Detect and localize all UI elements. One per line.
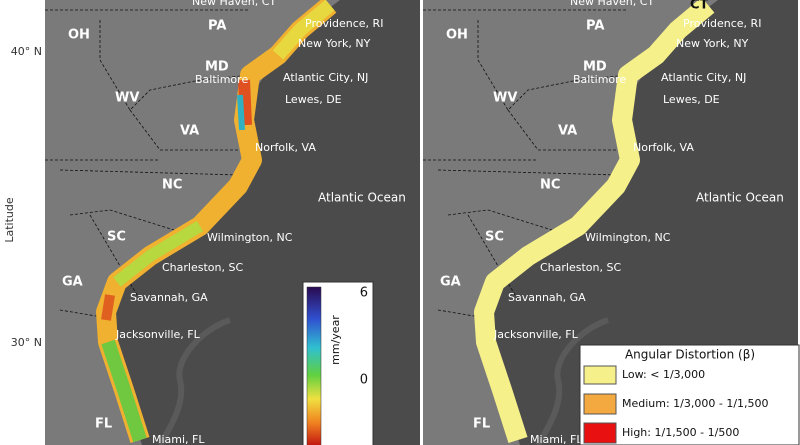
city-label: Savannah, GA [508, 291, 586, 304]
city-label: Norfolk, VA [255, 141, 316, 154]
ocean-label: Atlantic Ocean [696, 191, 784, 205]
state-label: MD [583, 60, 607, 75]
state-label: GA [440, 275, 461, 290]
state-label: VA [558, 124, 577, 139]
state-label: WV [493, 91, 517, 106]
city-label: Lewes, DE [285, 93, 342, 106]
city-label: Providence, RI [305, 17, 383, 30]
left-map: OH PA MD WV VA NC SC GA FL New Haven, CT… [0, 0, 420, 445]
legend-title: Angular Distortion (β) [625, 348, 755, 362]
legend-item: Low: < 1/3,000 [622, 368, 705, 381]
city-label: New Haven, CT [570, 0, 654, 8]
state-label: SC [485, 230, 504, 245]
state-label: MD [205, 60, 229, 75]
legend-item: Medium: 1/3,000 - 1/1,500 [622, 397, 769, 410]
axis-label: Latitude [3, 197, 16, 243]
legend: Angular Distortion (β) Low: < 1/3,000 Me… [579, 344, 800, 445]
state-label: GA [62, 275, 83, 290]
city-label: New York, NY [676, 37, 749, 50]
city-label: New York, NY [298, 37, 371, 50]
colorbar: mm/year 6 0 [302, 281, 374, 445]
state-label: WV [115, 91, 139, 106]
colorbar-label: mm/year [329, 315, 342, 365]
state-label: PA [586, 19, 604, 34]
city-label: Providence, RI [683, 17, 761, 30]
city-label: Jacksonville, FL [493, 328, 579, 341]
city-label: Charleston, SC [162, 261, 243, 274]
state-label: VA [180, 124, 199, 139]
legend-swatch [583, 393, 617, 415]
state-label: OH [68, 28, 90, 43]
state-label: PA [208, 19, 226, 34]
legend-swatch [583, 422, 617, 444]
city-label: Miami, FL [530, 433, 583, 445]
city-label: Wilmington, NC [585, 231, 671, 244]
city-label: New Haven, CT [192, 0, 276, 8]
colorbar-tick: 6 [360, 286, 368, 301]
city-label: Baltimore [573, 73, 626, 86]
state-label: FL [95, 417, 112, 432]
state-label: FL [473, 417, 490, 432]
city-label: Atlantic City, NJ [283, 71, 368, 84]
city-label: Jacksonville, FL [115, 328, 201, 341]
ocean-label: Atlantic Ocean [318, 191, 406, 205]
city-label: Wilmington, NC [207, 231, 293, 244]
state-label: SC [107, 230, 126, 245]
city-label: Atlantic City, NJ [661, 71, 746, 84]
axis-tick: 40° N [11, 45, 42, 58]
city-label: Norfolk, VA [633, 141, 694, 154]
state-label: OH [446, 28, 468, 43]
state-label: NC [162, 178, 182, 193]
colorbar-tick: 0 [360, 373, 368, 388]
city-label: Savannah, GA [130, 291, 208, 304]
city-label: Charleston, SC [540, 261, 621, 274]
city-label: Lewes, DE [663, 93, 720, 106]
city-label: Baltimore [195, 73, 248, 86]
state-label: CT [690, 0, 709, 13]
state-label: NC [540, 178, 560, 193]
axis-tick: 30° N [11, 336, 42, 349]
legend-swatch [583, 365, 617, 385]
legend-item: High: 1/1,500 - 1/500 [622, 426, 739, 439]
right-map: OH PA MD WV VA NC SC GA FL CT New Haven,… [378, 0, 799, 445]
city-label: Miami, FL [152, 433, 205, 445]
